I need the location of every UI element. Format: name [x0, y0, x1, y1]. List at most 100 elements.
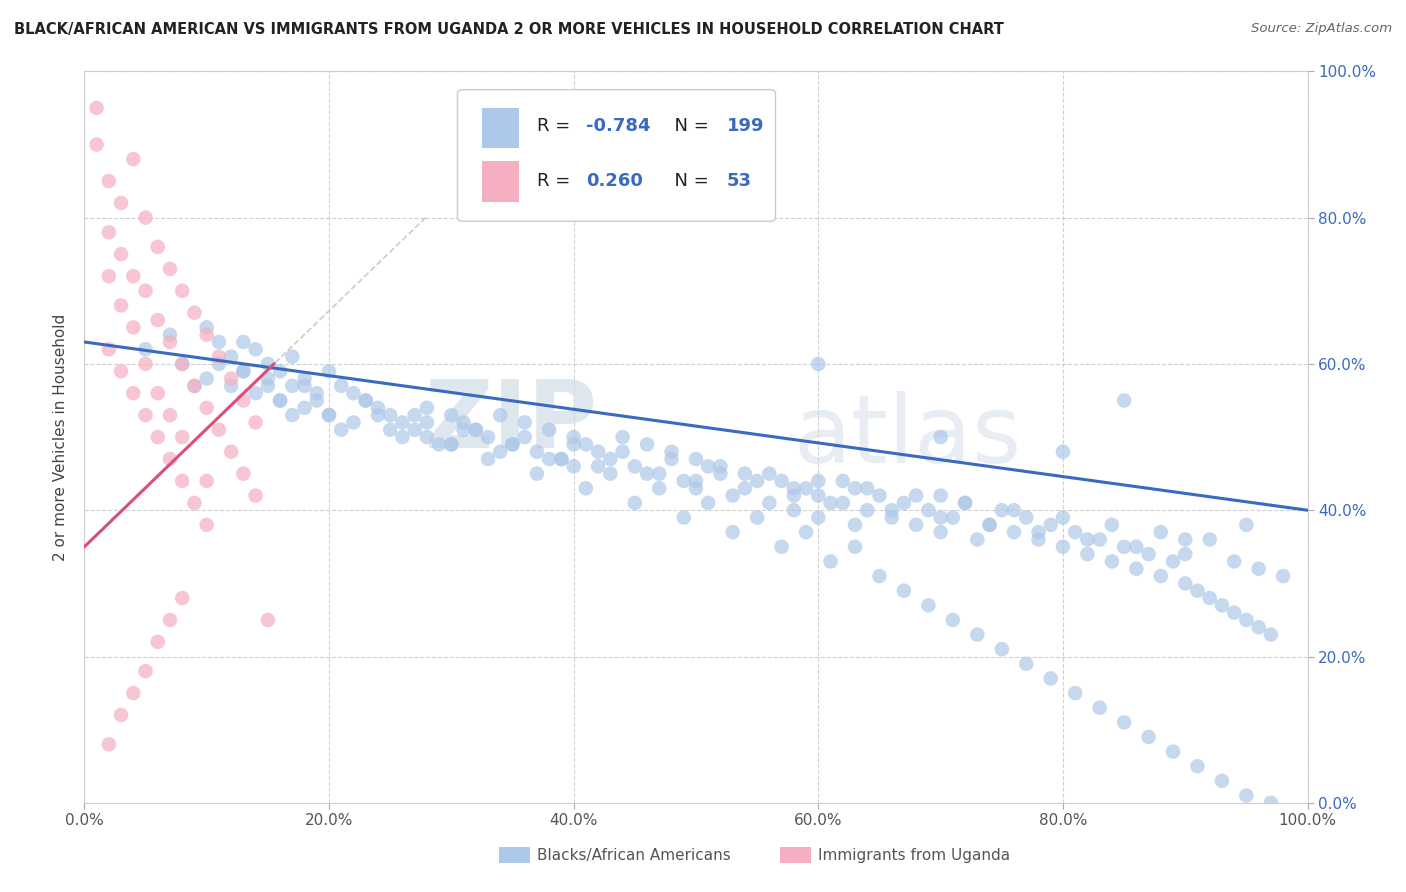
Point [489, 408, 512, 422]
Point [219, 350, 242, 364]
Point [575, 481, 598, 495]
Point [807, 474, 830, 488]
Point [440, 408, 463, 422]
Point [1211, 773, 1233, 788]
Point [1150, 569, 1173, 583]
Point [562, 459, 585, 474]
Point [464, 423, 486, 437]
Point [232, 334, 254, 349]
Point [636, 437, 658, 451]
Point [1039, 517, 1062, 532]
Point [172, 430, 194, 444]
Point [146, 240, 169, 254]
Point [575, 437, 598, 451]
Point [172, 474, 194, 488]
Bar [482, 161, 519, 202]
Point [942, 510, 965, 524]
Point [97, 174, 120, 188]
Point [416, 416, 439, 430]
Y-axis label: 2 or more Vehicles in Household: 2 or more Vehicles in Household [52, 313, 67, 561]
Point [758, 467, 780, 481]
Point [661, 452, 683, 467]
Point [391, 430, 413, 444]
Point [1088, 533, 1111, 547]
Point [1015, 510, 1038, 524]
Point [599, 452, 621, 467]
Point [1223, 554, 1246, 568]
Point [318, 408, 340, 422]
Point [146, 386, 169, 401]
Point [208, 357, 231, 371]
Point [1236, 613, 1258, 627]
Point [612, 444, 634, 458]
Point [1114, 393, 1136, 408]
Point [942, 613, 965, 627]
Point [1198, 533, 1220, 547]
Point [979, 517, 1001, 532]
Point [783, 489, 806, 503]
Point [1028, 525, 1050, 540]
Point [513, 430, 536, 444]
Point [685, 474, 707, 488]
Point [122, 320, 145, 334]
Point [367, 408, 389, 422]
Point [807, 357, 830, 371]
Text: R =: R = [537, 172, 576, 190]
Point [807, 510, 830, 524]
Point [281, 350, 304, 364]
Point [538, 423, 561, 437]
Point [502, 437, 524, 451]
Point [232, 364, 254, 378]
Point [794, 481, 817, 495]
Point [172, 591, 194, 605]
Point [1174, 547, 1197, 561]
Point [953, 496, 976, 510]
Point [159, 452, 181, 467]
Point [135, 357, 157, 371]
Point [464, 423, 486, 437]
Point [1211, 599, 1233, 613]
Point [1064, 686, 1087, 700]
Text: ZIP: ZIP [425, 376, 598, 468]
Point [1052, 444, 1074, 458]
Point [869, 489, 891, 503]
Point [1076, 547, 1098, 561]
Point [318, 408, 340, 422]
Point [966, 627, 988, 641]
Point [330, 423, 353, 437]
Point [734, 467, 756, 481]
Point [135, 408, 157, 422]
Point [172, 357, 194, 371]
FancyBboxPatch shape [457, 89, 776, 221]
Point [97, 343, 120, 357]
Point [110, 247, 132, 261]
Point [1174, 533, 1197, 547]
Point [122, 152, 145, 166]
Point [734, 481, 756, 495]
Point [195, 517, 218, 532]
Point [979, 517, 1001, 532]
Point [208, 350, 231, 364]
Point [110, 364, 132, 378]
Point [1088, 700, 1111, 714]
Point [477, 452, 499, 467]
Point [427, 437, 450, 451]
Point [831, 496, 853, 510]
Point [586, 444, 609, 458]
Point [758, 496, 780, 510]
Point [1187, 583, 1209, 598]
Text: Blacks/African Americans: Blacks/African Americans [537, 848, 731, 863]
Point [219, 379, 242, 393]
Point [1174, 576, 1197, 591]
Point [1002, 503, 1025, 517]
Point [1161, 745, 1184, 759]
Point [672, 510, 695, 524]
Point [183, 496, 205, 510]
Point [820, 496, 842, 510]
Point [172, 284, 194, 298]
Point [122, 686, 145, 700]
Point [880, 510, 903, 524]
Text: Source: ZipAtlas.com: Source: ZipAtlas.com [1251, 22, 1392, 36]
Point [269, 364, 291, 378]
Point [844, 517, 866, 532]
